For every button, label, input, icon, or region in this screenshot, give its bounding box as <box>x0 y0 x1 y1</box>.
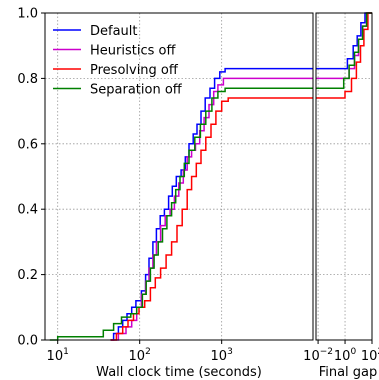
y-tick-label: 0.8 <box>17 72 38 87</box>
x-axis-label-final-gap: Final gap <box>319 365 378 380</box>
panel-final-gap: 10−2100102Final gap <box>303 12 379 380</box>
x-tick-label: 102 <box>361 347 379 364</box>
series-group <box>49 67 313 341</box>
x-tick-label: 101 <box>47 347 69 364</box>
series-line-separation-off <box>316 12 372 89</box>
x-axis-label-wall-clock-time: Wall clock time (seconds) <box>96 365 262 380</box>
series-line-presolving-off <box>110 97 313 341</box>
x-tick-label: 102 <box>129 347 151 364</box>
legend: Default Heuristics off Presolving off Separ… <box>53 24 183 98</box>
legend-label-heuristics-off: Heuristics off <box>90 44 176 59</box>
series-line-presolving-off <box>316 12 372 99</box>
legend-label-presolving-off: Presolving off <box>90 63 179 78</box>
y-tick-label: 1.0 <box>17 7 38 22</box>
x-tick-label: 10−2 <box>303 347 333 364</box>
axes-frame <box>44 12 314 341</box>
legend-label-separation-off: Separation off <box>90 83 183 98</box>
y-tick-label: 0.4 <box>17 203 38 218</box>
series-group <box>316 12 372 99</box>
series-line-separation-off <box>49 87 313 341</box>
legend-label-default: Default <box>90 24 138 39</box>
y-tick-label: 0.6 <box>17 137 38 152</box>
y-tick-label: 0.0 <box>17 334 38 349</box>
x-tick-label: 103 <box>211 347 233 364</box>
axes-frame <box>315 12 373 341</box>
x-tick-label: 100 <box>334 347 357 364</box>
y-tick-label: 0.2 <box>17 268 38 283</box>
series-line-default <box>110 67 313 341</box>
series-line-default <box>316 12 372 70</box>
